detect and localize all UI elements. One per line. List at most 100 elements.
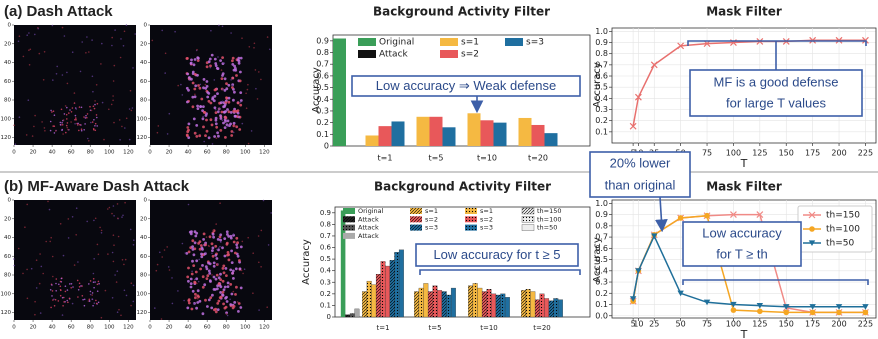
event-dot (64, 35, 66, 37)
event-dot (223, 237, 226, 240)
event-dot (195, 259, 198, 262)
event-dot (186, 101, 189, 104)
event-dot (202, 312, 205, 315)
legend-hatch (410, 216, 422, 222)
event-dot (270, 212, 272, 214)
event-dot (133, 301, 135, 303)
event-dot (237, 112, 240, 115)
y-tick-label: 0.5 (320, 255, 331, 263)
y-tick-label: 0.6 (316, 71, 329, 80)
event-dot (200, 253, 203, 256)
event-dot (34, 34, 36, 36)
y-tick-label: 120 (137, 135, 148, 141)
marker (757, 308, 763, 314)
event-dot (97, 244, 99, 246)
event-dot (216, 274, 219, 277)
event-dot (58, 300, 60, 302)
x-tick-label: 80 (223, 150, 230, 156)
event-dot (111, 45, 113, 47)
event-dot (196, 283, 198, 285)
event-dot (79, 283, 81, 285)
event-dot (182, 94, 184, 96)
event-dot (116, 281, 118, 283)
event-dot (130, 229, 132, 231)
event-dot (221, 69, 223, 71)
event-dot (92, 91, 94, 93)
bar (451, 288, 456, 317)
annotation-text: for T ≥ th (716, 246, 767, 261)
event-dot (55, 283, 57, 285)
event-dot (117, 311, 119, 313)
event-dot (93, 278, 95, 280)
event-dot (216, 67, 219, 70)
x-tick-label: 225 (858, 320, 873, 329)
event-dot (63, 119, 65, 121)
event-dot (216, 302, 219, 305)
event-dot (84, 299, 86, 301)
event-dot (88, 140, 90, 142)
event-dot (197, 84, 200, 87)
x-tick-label: 50 (676, 320, 686, 329)
event-dot (74, 123, 76, 125)
event-dot (227, 315, 229, 317)
event-dot (219, 202, 221, 204)
event-dot (234, 69, 237, 72)
event-dot (62, 297, 64, 299)
event-dot (44, 127, 46, 129)
event-dot (222, 101, 224, 103)
event-dot (95, 123, 97, 125)
event-dot (236, 241, 239, 244)
event-dot (75, 119, 77, 121)
event-dot (94, 108, 96, 110)
event-dot (232, 277, 235, 280)
y-tick-label: 60 (140, 79, 147, 85)
event-dot (199, 105, 202, 108)
event-dot (231, 86, 234, 89)
event-dot (96, 84, 98, 86)
event-dot (14, 265, 16, 267)
event-dot (87, 113, 89, 115)
event-dot (239, 104, 242, 107)
y-tick-label: 0.7 (595, 60, 608, 69)
event-dot (133, 239, 135, 241)
event-dot (129, 108, 131, 110)
event-dot (206, 274, 209, 277)
event-dot (177, 85, 179, 87)
event-dot (113, 215, 115, 217)
event-dot (212, 236, 215, 239)
event-dot (239, 306, 242, 309)
x-tick-label: t=1 (378, 154, 393, 163)
event-dot (124, 127, 126, 129)
event-dot (225, 296, 228, 299)
event-dot (200, 244, 203, 247)
x-tick-label: 100 (726, 149, 741, 158)
event-dot (226, 230, 229, 233)
event-dot (36, 287, 38, 289)
bar-hatch (367, 281, 372, 317)
event-dot (197, 289, 200, 292)
event-dot (237, 102, 240, 105)
x-tick-label: 20 (166, 150, 173, 156)
event-dot (208, 60, 211, 63)
event-dot (92, 305, 94, 307)
legend-label: s=2 (480, 215, 493, 223)
event-dot (188, 76, 191, 79)
event-dot (191, 273, 194, 276)
event-dot (97, 103, 99, 105)
event-dot (240, 101, 242, 103)
event-dot (49, 209, 51, 211)
event-dot (219, 233, 222, 236)
event-dot (198, 259, 200, 261)
y-tick-label: 0.3 (316, 106, 329, 115)
event-dot (131, 282, 133, 284)
event-dot (202, 117, 205, 120)
event-dot (206, 85, 209, 88)
event-dot (121, 216, 123, 218)
event-dot (221, 246, 224, 249)
event-dot (213, 265, 216, 268)
y-tick-label: 0.3 (595, 278, 608, 287)
event-dot (212, 247, 215, 250)
bar (366, 135, 379, 146)
event-dot (114, 65, 116, 67)
x-tick-label: 200 (831, 149, 846, 158)
